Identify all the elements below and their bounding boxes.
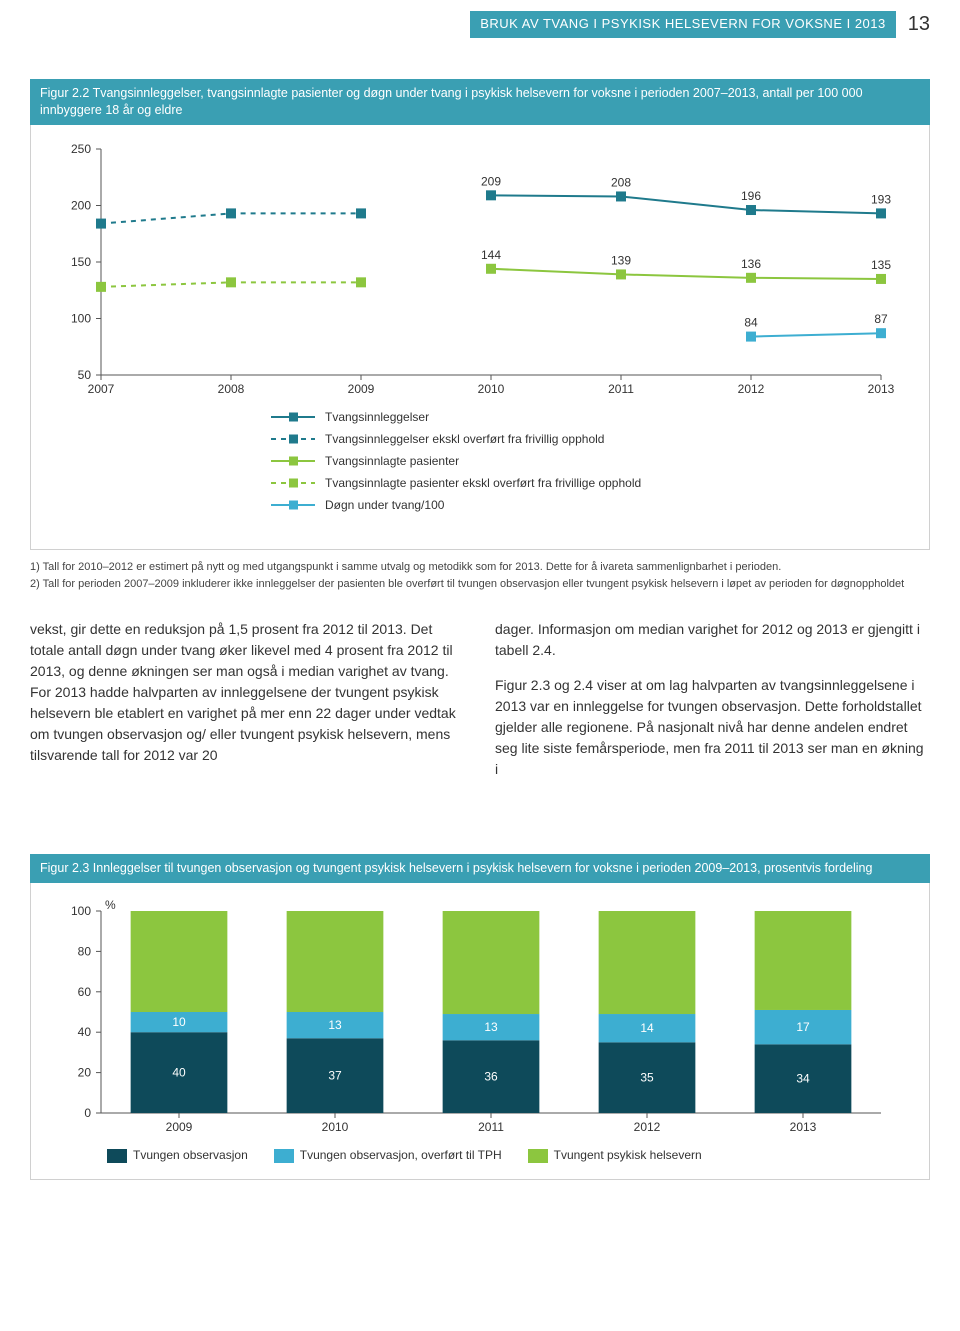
- svg-text:100: 100: [71, 311, 91, 325]
- svg-text:144: 144: [481, 248, 501, 262]
- svg-text:250: 250: [71, 142, 91, 156]
- svg-text:2013: 2013: [868, 382, 895, 396]
- svg-text:40: 40: [78, 1026, 92, 1040]
- svg-text:100: 100: [71, 904, 91, 918]
- figure-2-3-title: Figur 2.3 Innleggelser til tvungen obser…: [30, 854, 930, 883]
- svg-text:2012: 2012: [738, 382, 765, 396]
- svg-text:36: 36: [484, 1070, 498, 1084]
- svg-text:2007: 2007: [88, 382, 115, 396]
- footnote-2: 2) Tall for perioden 2007–2009 inkludere…: [30, 577, 930, 592]
- svg-text:208: 208: [611, 175, 631, 189]
- svg-text:37: 37: [328, 1069, 342, 1083]
- line-chart-svg: 50 100 150 200 250 2007 2008 2009 2010 2011 2012 20…: [41, 139, 901, 539]
- svg-text:Tvangsinnlagte pasienter ekskl: Tvangsinnlagte pasienter ekskl overført …: [325, 476, 641, 490]
- footnote-1: 1) Tall for 2010–2012 er estimert på nyt…: [30, 560, 930, 575]
- svg-text:2013: 2013: [790, 1120, 817, 1134]
- page-number: 13: [908, 10, 930, 39]
- svg-text:13: 13: [328, 1018, 342, 1032]
- svg-text:87: 87: [874, 312, 888, 326]
- svg-text:2011: 2011: [478, 1120, 504, 1134]
- svg-text:Tvangsinnlagte pasienter: Tvangsinnlagte pasienter: [325, 454, 459, 468]
- svg-text:2009: 2009: [166, 1120, 193, 1134]
- svg-text:136: 136: [741, 257, 761, 271]
- legend-swatch: [107, 1149, 127, 1163]
- svg-text:2009: 2009: [348, 382, 375, 396]
- svg-text:50: 50: [78, 368, 92, 382]
- figure-2-2-title: Figur 2.2 Tvangsinnleggelser, tvangsinnl…: [30, 79, 930, 125]
- svg-text:2010: 2010: [478, 382, 505, 396]
- svg-text:2012: 2012: [634, 1120, 661, 1134]
- svg-text:35: 35: [640, 1071, 654, 1085]
- figure-2-3-legend: Tvungen observasjon Tvungen observasjon, …: [41, 1137, 911, 1164]
- figure-2-3-chart: 0 20 40 60 80 100% 2009 2010 2011 2012 2013 40 10 37 1…: [30, 883, 930, 1179]
- svg-text:2010: 2010: [322, 1120, 349, 1134]
- body-col-1: vekst, gir dette en reduksjon på 1,5 pro…: [30, 619, 465, 794]
- svg-text:150: 150: [71, 255, 91, 269]
- header-banner: BRUK AV TVANG I PSYKISK HELSEVERN FOR VO…: [470, 11, 896, 38]
- legend-item: Tvungent psykisk helsevern: [528, 1147, 702, 1164]
- svg-text:0: 0: [84, 1106, 91, 1120]
- stacked-bar-svg: 0 20 40 60 80 100% 2009 2010 2011 2012 2013 40 10 37 1…: [41, 897, 901, 1137]
- svg-text:196: 196: [741, 189, 761, 203]
- svg-text:14: 14: [640, 1021, 654, 1035]
- svg-text:34: 34: [796, 1072, 810, 1086]
- legend-item: Tvungen observasjon, overført til TPH: [274, 1147, 502, 1164]
- svg-text:193: 193: [871, 192, 891, 206]
- svg-text:80: 80: [78, 945, 92, 959]
- svg-text:10: 10: [172, 1015, 186, 1029]
- svg-text:40: 40: [172, 1066, 186, 1080]
- svg-text:Døgn under tvang/100: Døgn under tvang/100: [325, 498, 445, 512]
- svg-text:Tvangsinnleggelser: Tvangsinnleggelser: [325, 410, 429, 424]
- svg-text:13: 13: [484, 1020, 498, 1034]
- svg-text:60: 60: [78, 985, 92, 999]
- svg-text:84: 84: [744, 315, 758, 329]
- svg-text:209: 209: [481, 174, 501, 188]
- svg-text:2008: 2008: [218, 382, 245, 396]
- body-col-2: dager. Informasjon om median varighet fo…: [495, 619, 930, 794]
- body-text: vekst, gir dette en reduksjon på 1,5 pro…: [30, 619, 930, 794]
- figure-2-2-chart: 50 100 150 200 250 2007 2008 2009 2010 2011 2012 20…: [30, 125, 930, 550]
- legend-swatch: [528, 1149, 548, 1163]
- page-header: BRUK AV TVANG I PSYKISK HELSEVERN FOR VO…: [0, 0, 960, 49]
- svg-text:%: %: [105, 898, 116, 912]
- legend-swatch: [274, 1149, 294, 1163]
- svg-text:Tvangsinnleggelser ekskl overf: Tvangsinnleggelser ekskl overført fra fr…: [325, 432, 604, 446]
- svg-text:200: 200: [71, 198, 91, 212]
- svg-text:135: 135: [871, 258, 891, 272]
- figure-2-2-footnotes: 1) Tall for 2010–2012 er estimert på nyt…: [30, 560, 930, 592]
- svg-text:20: 20: [78, 1066, 92, 1080]
- legend-item: Tvungen observasjon: [107, 1147, 248, 1164]
- svg-text:139: 139: [611, 253, 631, 267]
- svg-text:17: 17: [796, 1020, 810, 1034]
- svg-text:2011: 2011: [608, 382, 634, 396]
